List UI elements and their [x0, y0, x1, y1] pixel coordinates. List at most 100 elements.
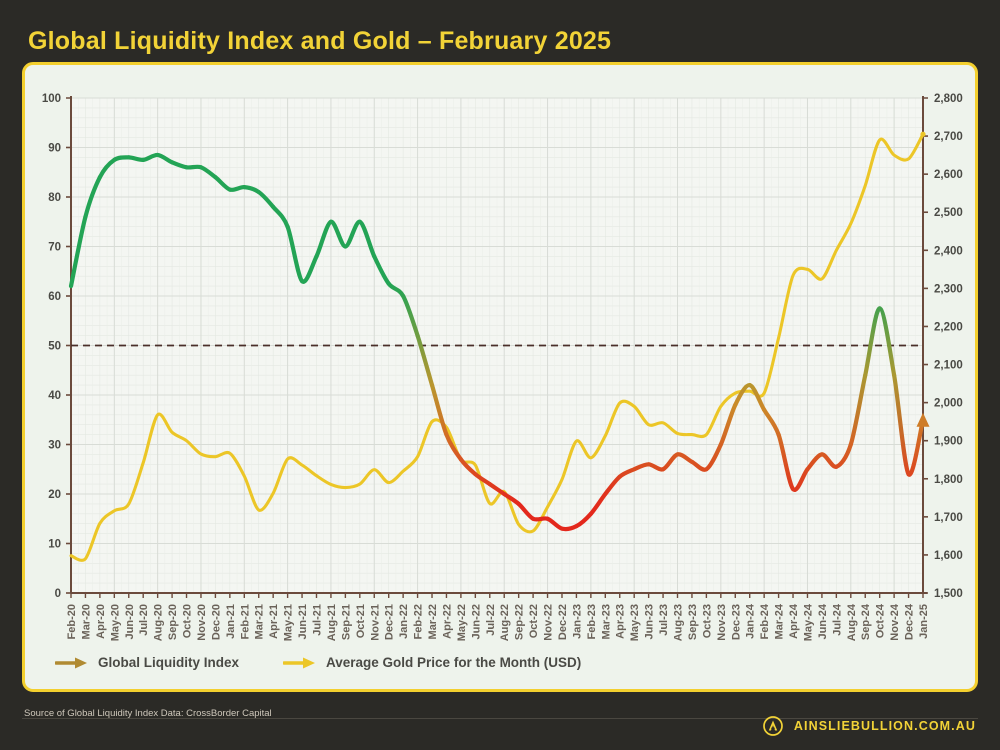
svg-text:100: 100: [42, 93, 61, 105]
footer-divider: [22, 718, 978, 719]
svg-text:2,100: 2,100: [934, 360, 963, 372]
svg-text:2,400: 2,400: [934, 245, 963, 257]
svg-text:1,700: 1,700: [934, 512, 963, 524]
svg-text:Jan-25: Jan-25: [918, 604, 930, 639]
svg-text:Oct-23: Oct-23: [701, 604, 713, 638]
svg-text:Jul-20: Jul-20: [138, 604, 150, 636]
svg-text:50: 50: [48, 341, 61, 353]
svg-text:Mar-22: Mar-22: [427, 604, 439, 639]
svg-text:70: 70: [48, 242, 61, 254]
plot-area: 0 10 20 30 40 50 60 70 80 90 100 1,500 1,600 1,700 1,8…: [25, 65, 975, 689]
arrow-marker-gold-icon: [283, 657, 316, 668]
svg-text:Mar-23: Mar-23: [600, 604, 612, 639]
svg-text:90: 90: [48, 143, 61, 155]
svg-text:2,300: 2,300: [934, 283, 963, 295]
svg-text:Jan-24: Jan-24: [745, 603, 757, 639]
svg-text:Mar-20: Mar-20: [80, 604, 92, 639]
legend-item-gold[interactable]: Average Gold Price for the Month (USD): [283, 655, 581, 670]
svg-text:2,000: 2,000: [934, 398, 963, 410]
svg-text:May-20: May-20: [109, 604, 121, 641]
svg-text:Aug-24: Aug-24: [846, 603, 858, 641]
svg-text:40: 40: [48, 390, 61, 402]
svg-text:2,800: 2,800: [934, 93, 963, 105]
svg-text:1,900: 1,900: [934, 436, 963, 448]
svg-text:1,600: 1,600: [934, 550, 963, 562]
svg-text:Sep-24: Sep-24: [860, 603, 872, 640]
svg-text:Jun-20: Jun-20: [124, 604, 136, 639]
svg-text:Nov-23: Nov-23: [716, 604, 728, 641]
legend-label-gold: Average Gold Price for the Month (USD): [326, 655, 582, 670]
svg-text:Feb-21: Feb-21: [239, 604, 251, 639]
svg-text:Jan-23: Jan-23: [571, 604, 583, 639]
svg-text:10: 10: [48, 539, 61, 551]
legend-label-liquidity: Global Liquidity Index: [98, 655, 240, 670]
legend-item-liquidity[interactable]: Global Liquidity Index: [55, 655, 239, 670]
svg-text:Feb-24: Feb-24: [759, 603, 771, 639]
svg-text:May-23: May-23: [629, 604, 641, 641]
arrow-marker-liquidity-icon: [55, 657, 87, 668]
svg-text:Oct-22: Oct-22: [528, 604, 540, 638]
svg-text:Apr-20: Apr-20: [95, 604, 107, 639]
svg-text:Dec-23: Dec-23: [730, 604, 742, 640]
svg-text:Apr-21: Apr-21: [268, 604, 280, 639]
chart-legend: Global Liquidity Index Average Gold Pric…: [55, 655, 581, 670]
svg-text:Sep-22: Sep-22: [514, 604, 526, 640]
svg-text:Jun-22: Jun-22: [470, 604, 482, 639]
svg-text:Jul-22: Jul-22: [485, 604, 497, 636]
svg-text:Jun-21: Jun-21: [297, 604, 309, 639]
svg-text:Jun-24: Jun-24: [817, 603, 829, 639]
svg-text:0: 0: [55, 588, 61, 600]
svg-text:Jul-23: Jul-23: [658, 604, 670, 636]
svg-text:Nov-20: Nov-20: [196, 604, 208, 641]
svg-text:60: 60: [48, 291, 61, 303]
brand-block[interactable]: AINSLIEBULLION.COM.AU: [763, 716, 976, 736]
svg-text:Mar-21: Mar-21: [254, 604, 266, 639]
svg-text:Oct-24: Oct-24: [875, 603, 887, 638]
svg-text:Feb-22: Feb-22: [413, 604, 425, 639]
svg-text:Dec-22: Dec-22: [557, 604, 569, 640]
svg-text:Aug-22: Aug-22: [499, 604, 511, 641]
svg-text:Dec-24: Dec-24: [904, 603, 916, 640]
svg-text:Nov-22: Nov-22: [543, 604, 555, 641]
line-chart-svg: 0 10 20 30 40 50 60 70 80 90 100 1,500 1,600 1,700 1,8…: [42, 93, 963, 641]
page-title: Global Liquidity Index and Gold – Februa…: [28, 27, 612, 55]
svg-text:Feb-23: Feb-23: [586, 604, 598, 639]
svg-text:2,200: 2,200: [934, 321, 963, 333]
svg-text:May-22: May-22: [456, 604, 468, 641]
svg-text:2,700: 2,700: [934, 131, 963, 143]
svg-text:Aug-20: Aug-20: [153, 604, 165, 641]
svg-text:Nov-21: Nov-21: [369, 604, 381, 641]
svg-text:80: 80: [48, 192, 61, 204]
svg-text:30: 30: [48, 440, 61, 452]
svg-text:Sep-20: Sep-20: [167, 604, 179, 640]
svg-text:Jul-21: Jul-21: [311, 604, 323, 636]
svg-text:Jun-23: Jun-23: [644, 604, 656, 639]
svg-text:Apr-23: Apr-23: [615, 604, 627, 639]
svg-text:Oct-20: Oct-20: [182, 604, 194, 638]
source-note: Source of Global Liquidity Index Data: C…: [24, 708, 272, 719]
svg-text:2,500: 2,500: [934, 207, 963, 219]
svg-text:Jan-21: Jan-21: [225, 604, 237, 639]
svg-text:Sep-23: Sep-23: [687, 604, 699, 640]
brand-name: AINSLIEBULLION.COM.AU: [793, 719, 976, 733]
svg-text:May-21: May-21: [283, 604, 295, 641]
svg-text:Apr-24: Apr-24: [788, 603, 800, 639]
svg-text:Mar-24: Mar-24: [774, 603, 786, 639]
chart-panel: 0 10 20 30 40 50 60 70 80 90 100 1,500 1,600 1,700 1,8…: [22, 62, 978, 692]
svg-text:May-24: May-24: [802, 603, 814, 641]
svg-text:Nov-24: Nov-24: [889, 603, 901, 641]
svg-text:Dec-20: Dec-20: [210, 604, 222, 640]
svg-text:Aug-23: Aug-23: [673, 604, 685, 641]
ainslie-a-logo-icon: [763, 716, 783, 736]
svg-text:20: 20: [48, 489, 61, 501]
svg-text:Aug-21: Aug-21: [326, 604, 338, 641]
svg-text:1,500: 1,500: [934, 588, 963, 600]
svg-text:Jan-22: Jan-22: [398, 604, 410, 639]
svg-text:Sep-21: Sep-21: [340, 604, 352, 640]
svg-text:Dec-21: Dec-21: [384, 604, 396, 640]
svg-text:1,800: 1,800: [934, 474, 963, 486]
svg-text:Oct-21: Oct-21: [355, 604, 367, 638]
svg-text:Jul-24: Jul-24: [831, 603, 843, 636]
svg-text:Apr-22: Apr-22: [441, 604, 453, 639]
